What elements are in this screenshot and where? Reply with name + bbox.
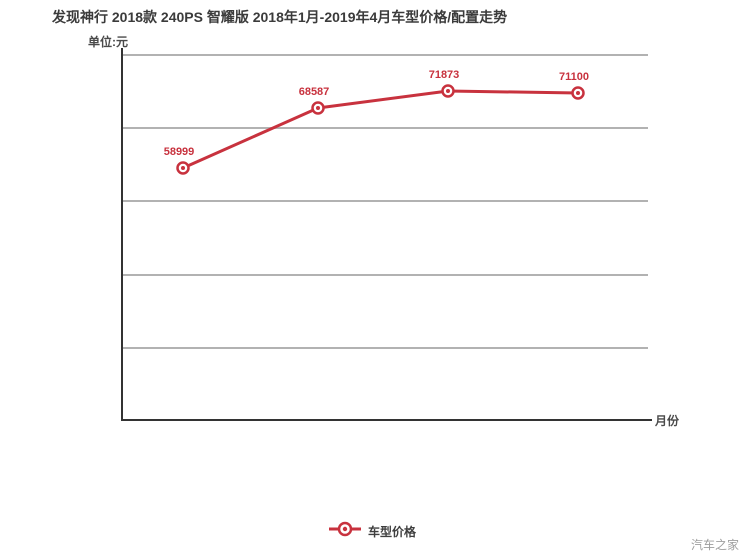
- data-point-center: [446, 89, 450, 93]
- data-point-label: 71873: [429, 69, 460, 81]
- data-point-center: [181, 166, 185, 170]
- data-point-center: [316, 106, 320, 110]
- price-line: [181, 89, 580, 170]
- watermark-autohome: 汽车之家: [690, 538, 739, 552]
- legend-line-dot-icon: [328, 521, 362, 542]
- data-point-label: 71100: [559, 71, 589, 83]
- chart-title: 发现神行 2018款 240PS 智耀版 2018年1月-2019年4月车型价格…: [52, 9, 508, 25]
- legend: 车型价格: [0, 521, 744, 542]
- price-trend-chart: 58999 68587 71873 71100: [121, 48, 652, 421]
- y-axis-unit-label: 单位:元: [88, 35, 128, 49]
- legend-label: 车型价格: [367, 525, 416, 539]
- data-point-label: 58999: [164, 146, 195, 158]
- data-point-label: 68587: [299, 86, 330, 98]
- data-point-center: [576, 91, 580, 95]
- x-axis-label: 月份: [655, 414, 680, 428]
